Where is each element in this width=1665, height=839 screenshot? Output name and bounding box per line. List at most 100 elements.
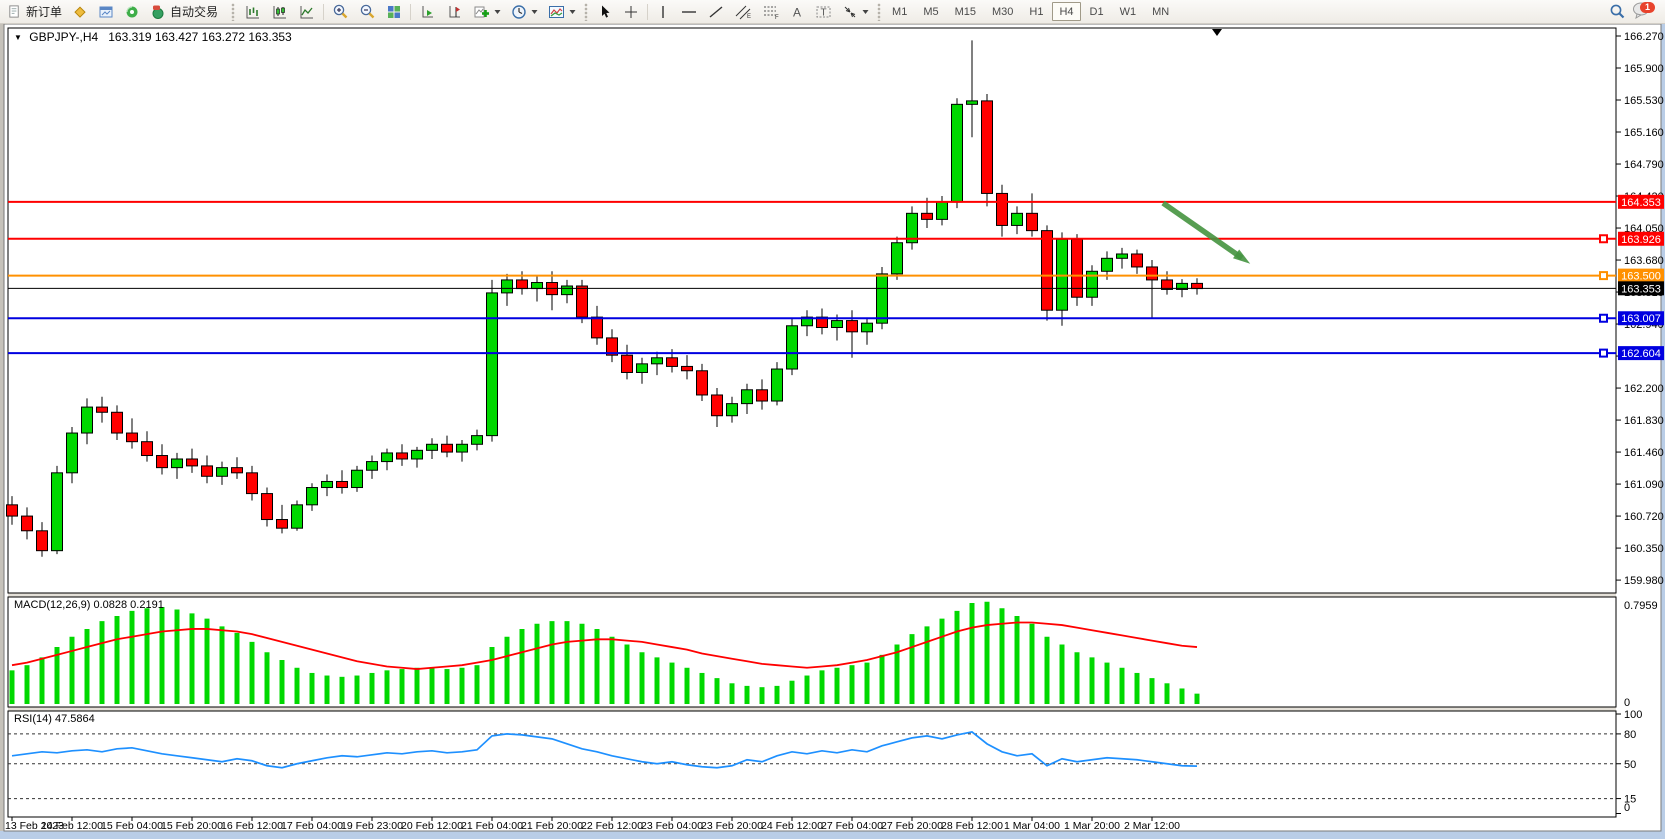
tab-H4[interactable]: H4 bbox=[1052, 2, 1081, 21]
tab-W1[interactable]: W1 bbox=[1113, 2, 1144, 21]
price-tick-label: 166.270 bbox=[1624, 31, 1664, 43]
navigator-button[interactable] bbox=[93, 1, 119, 22]
zoom-out-icon bbox=[360, 4, 375, 19]
crosshair-icon bbox=[625, 5, 638, 18]
vertical-line-icon bbox=[662, 5, 664, 18]
current-price-label bbox=[1618, 281, 1664, 296]
time-label: 23 Feb 20:00 bbox=[701, 820, 763, 832]
auto-scroll-button[interactable] bbox=[414, 1, 441, 22]
new-order-button[interactable]: 新订单 bbox=[2, 1, 67, 22]
equidistant-channel-button[interactable]: E bbox=[729, 1, 757, 22]
horizontal-line-button[interactable] bbox=[675, 1, 703, 22]
notification-badge: 1 bbox=[1640, 2, 1655, 13]
price-tick-label: 165.160 bbox=[1624, 127, 1664, 139]
fibonacci-button[interactable]: F bbox=[757, 1, 785, 22]
chevron-down-icon bbox=[569, 9, 576, 14]
indicators-button[interactable] bbox=[468, 1, 506, 22]
zoom-in-button[interactable] bbox=[327, 1, 354, 22]
line-chart-button[interactable] bbox=[293, 1, 320, 22]
signals-button[interactable] bbox=[119, 1, 145, 22]
tab-MN[interactable]: MN bbox=[1145, 2, 1176, 21]
arrows-button[interactable] bbox=[837, 1, 874, 22]
hline-marker[interactable] bbox=[1599, 271, 1608, 281]
tab-M15[interactable]: M15 bbox=[948, 2, 983, 21]
trendline-button[interactable] bbox=[703, 1, 729, 22]
zoom-out-button[interactable] bbox=[354, 1, 381, 22]
time-label: 2 Mar 12:00 bbox=[1124, 820, 1180, 832]
horizontal-level-lines[interactable] bbox=[8, 200, 1616, 358]
tab-M30[interactable]: M30 bbox=[985, 2, 1020, 21]
price-tick-label: 162.200 bbox=[1624, 383, 1664, 395]
price-tick-label: 160.350 bbox=[1624, 543, 1664, 555]
text-button[interactable]: A bbox=[785, 1, 810, 22]
toolbar-grip bbox=[584, 2, 590, 21]
toolbar-separator bbox=[647, 3, 649, 20]
price-label-163.926 bbox=[1618, 231, 1664, 246]
hline-marker[interactable] bbox=[1599, 313, 1608, 323]
tab-D1[interactable]: D1 bbox=[1083, 2, 1111, 21]
pane-splitter[interactable] bbox=[8, 593, 1616, 597]
time-label: 16 Feb 12:00 bbox=[221, 820, 283, 832]
text-label-button[interactable]: T bbox=[810, 1, 837, 22]
time-label: 17 Feb 04:00 bbox=[281, 820, 343, 832]
signals-icon bbox=[126, 6, 138, 17]
price-pane[interactable] bbox=[7, 27, 1617, 594]
tab-H1[interactable]: H1 bbox=[1022, 2, 1050, 21]
svg-text:F: F bbox=[775, 15, 779, 20]
toolbar-grip bbox=[877, 2, 883, 21]
toolbar: 新订单 自动交易 bbox=[0, 0, 1665, 24]
text-icon: A bbox=[793, 5, 801, 19]
trend-arrow[interactable] bbox=[1161, 200, 1251, 264]
chart-title[interactable]: ▼ GBPJPY-,H4 163.319 163.427 163.272 163… bbox=[14, 30, 292, 44]
rsi-line bbox=[11, 730, 1198, 769]
auto-trading-button[interactable]: 自动交易 bbox=[145, 1, 223, 22]
time-label: 22 Feb 12:00 bbox=[581, 820, 643, 832]
price-tick-label: 165.530 bbox=[1624, 95, 1664, 107]
templates-button[interactable] bbox=[543, 1, 581, 22]
chevron-down-icon bbox=[531, 9, 538, 14]
arrow-head[interactable] bbox=[1233, 249, 1251, 264]
time-label: 27 Feb 20:00 bbox=[881, 820, 943, 832]
pane-splitter[interactable] bbox=[8, 707, 1616, 711]
price-tick-label: 161.830 bbox=[1624, 415, 1664, 427]
periods-button[interactable] bbox=[506, 1, 543, 22]
tab-M1[interactable]: M1 bbox=[885, 2, 914, 21]
time-label: 13 Feb 2023 bbox=[5, 820, 64, 832]
periods-clock-icon bbox=[512, 4, 526, 19]
rsi-scale-15: 15 bbox=[1624, 794, 1636, 806]
new-order-label: 新订单 bbox=[26, 5, 63, 19]
cursor-button[interactable] bbox=[592, 1, 618, 22]
toolbar-separator bbox=[323, 3, 325, 20]
macd-indicator-label: MACD(12,26,9) 0.0828 0.2191 bbox=[14, 599, 164, 611]
price-label-163.926-text: 163.926 bbox=[1621, 234, 1661, 246]
arrow-shaft[interactable] bbox=[1161, 200, 1244, 261]
crosshair-button[interactable] bbox=[618, 1, 644, 22]
tile-windows-button[interactable] bbox=[381, 1, 407, 22]
chart-shift-button[interactable] bbox=[441, 1, 468, 22]
chart-shift-marker[interactable] bbox=[1212, 29, 1222, 36]
search-button[interactable] bbox=[1604, 1, 1631, 22]
auto-scroll-icon bbox=[422, 5, 434, 17]
time-label: 20 Feb 12:00 bbox=[401, 820, 463, 832]
hline-marker[interactable] bbox=[1599, 234, 1608, 244]
hline-marker[interactable] bbox=[1599, 348, 1608, 358]
tab-M5[interactable]: M5 bbox=[916, 2, 945, 21]
time-label: 1 Mar 20:00 bbox=[1064, 820, 1120, 832]
price-tick-label: 163.680 bbox=[1624, 255, 1664, 267]
candlestick-chart-button[interactable] bbox=[266, 1, 293, 22]
market-watch-button[interactable] bbox=[67, 1, 93, 22]
time-label: 15 Feb 04:00 bbox=[101, 820, 163, 832]
bar-chart-button[interactable] bbox=[239, 1, 266, 22]
price-tick-label: 165.900 bbox=[1624, 63, 1664, 75]
time-label: 21 Feb 20:00 bbox=[521, 820, 583, 832]
chat-button[interactable]: 1 bbox=[1631, 1, 1655, 22]
line-chart-icon bbox=[300, 5, 314, 18]
price-tick-label: 160.720 bbox=[1624, 511, 1664, 523]
price-label-163.500-text: 163.500 bbox=[1621, 271, 1661, 283]
vertical-line-button[interactable] bbox=[651, 1, 675, 22]
chart-ohlc-values: 163.319 163.427 163.272 163.353 bbox=[108, 30, 292, 44]
macd-pane[interactable] bbox=[7, 596, 1617, 708]
rsi-scale-80: 80 bbox=[1624, 729, 1636, 741]
